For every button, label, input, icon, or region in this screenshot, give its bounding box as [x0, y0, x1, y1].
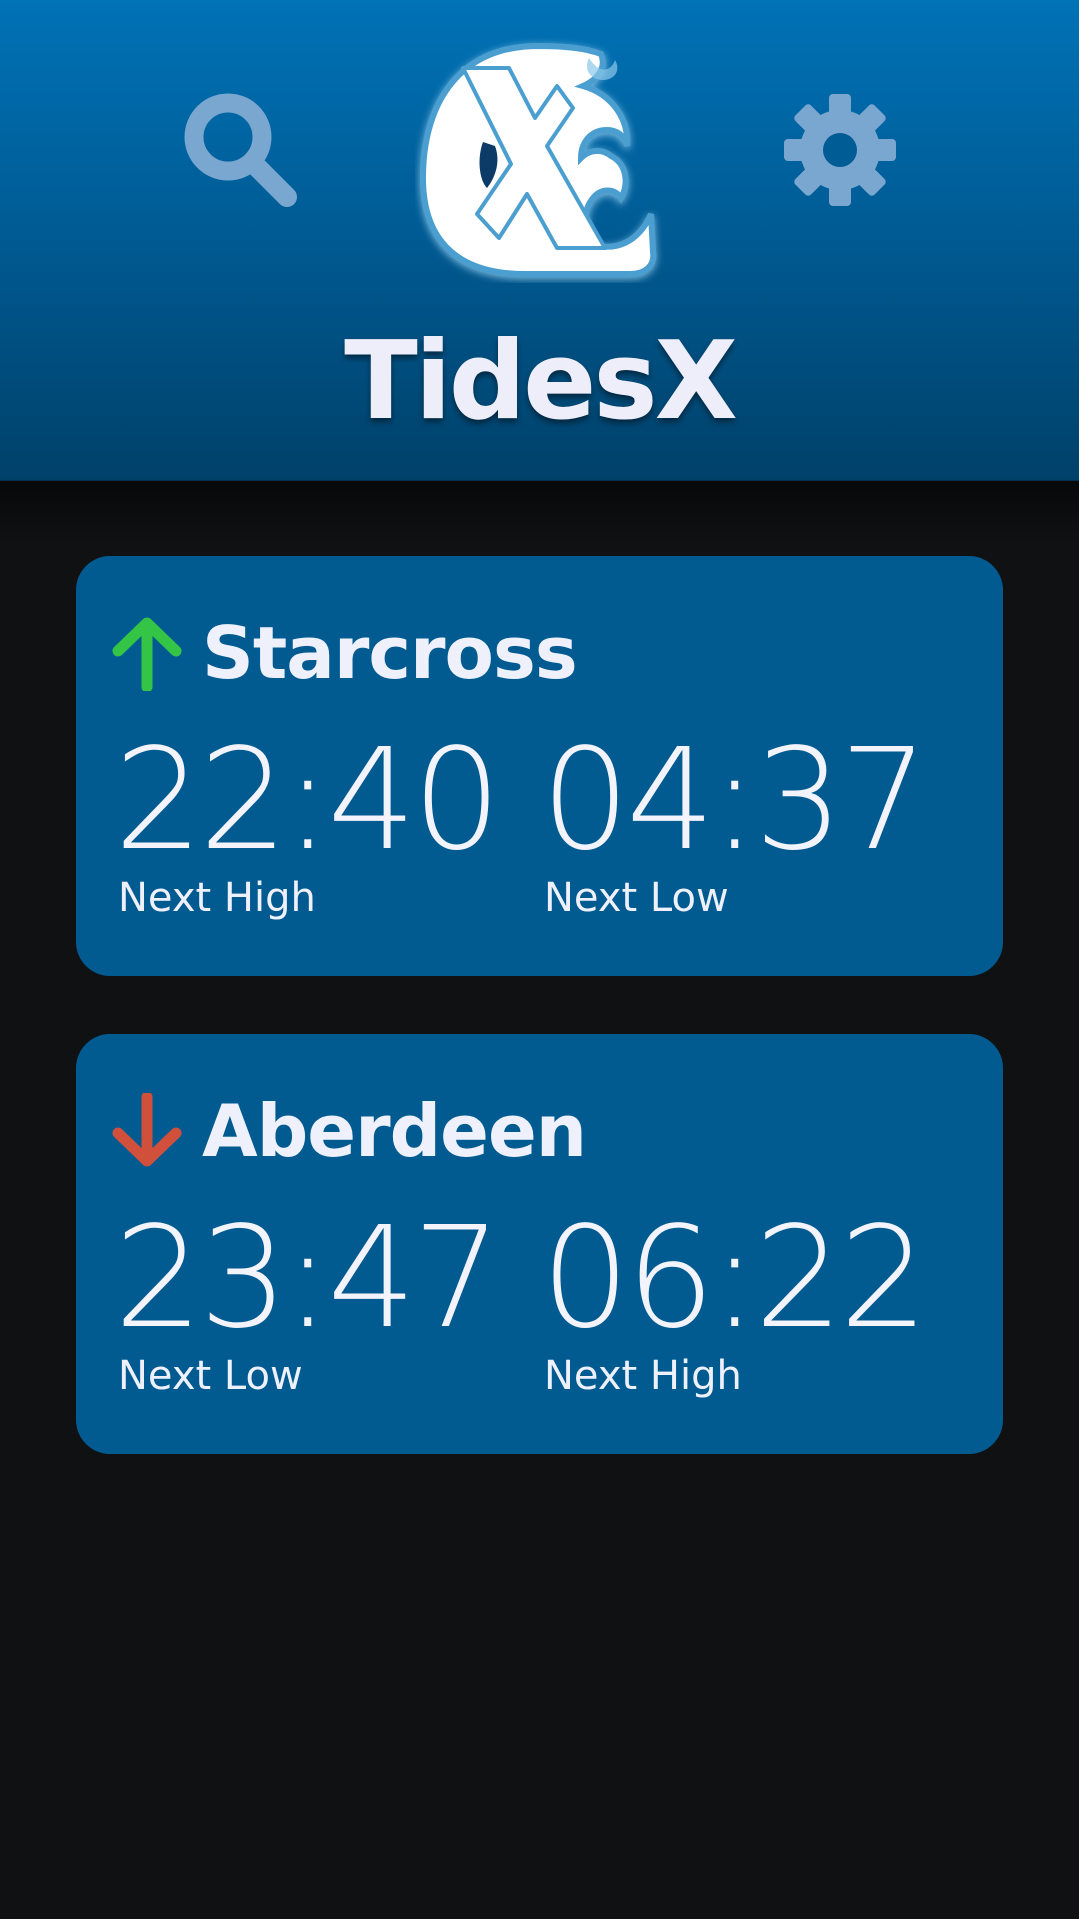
- card-header: Starcross: [112, 608, 578, 698]
- location-name: Aberdeen: [202, 1089, 587, 1173]
- search-icon: [184, 93, 297, 207]
- next-tide-label: Next Low: [118, 1353, 303, 1399]
- arrow-down-icon: [112, 1093, 182, 1169]
- tide-card[interactable]: Starcross 22:40 04:37 Next High Next Low: [76, 556, 1003, 976]
- search-button[interactable]: [170, 80, 310, 220]
- next-tide-time: 22:40: [114, 719, 501, 882]
- card-header: Aberdeen: [112, 1086, 587, 1176]
- following-tide-time: 06:22: [541, 1197, 928, 1360]
- following-tide-label: Next Low: [544, 875, 729, 921]
- app-header: TidesX: [0, 0, 1079, 481]
- location-name: Starcross: [202, 611, 578, 695]
- tidesx-wave-logo: [419, 42, 657, 277]
- arrow-up-icon: [112, 615, 182, 691]
- tide-card[interactable]: Aberdeen 23:47 06:22 Next Low Next High: [76, 1034, 1003, 1454]
- following-tide-label: Next High: [544, 1353, 742, 1399]
- following-tide-time: 04:37: [541, 719, 928, 882]
- app-title: TidesX: [344, 319, 738, 444]
- gear-icon: [784, 94, 896, 206]
- next-tide-time: 23:47: [114, 1197, 501, 1360]
- next-tide-label: Next High: [118, 875, 316, 921]
- app-logo: [415, 38, 665, 283]
- header-shadow: [0, 481, 1079, 541]
- settings-button[interactable]: [770, 80, 910, 220]
